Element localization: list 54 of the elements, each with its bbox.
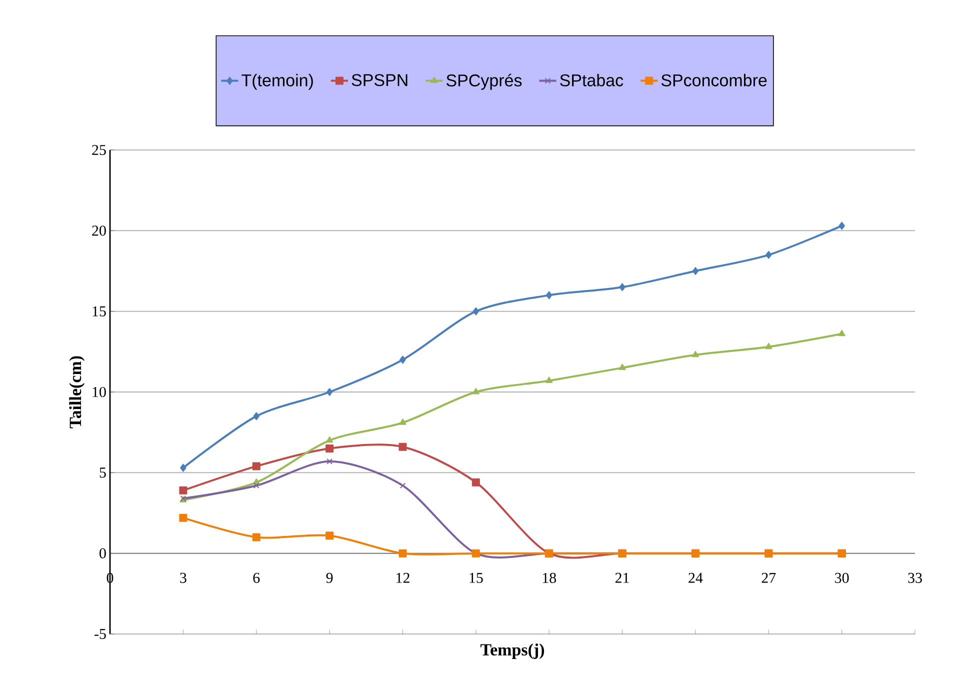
point: [619, 283, 626, 292]
point: [400, 356, 406, 364]
point: [692, 267, 699, 275]
x-tick-label: 24: [688, 572, 703, 583]
point: [546, 376, 553, 383]
x-tick-label: 21: [615, 572, 629, 583]
point: [180, 464, 186, 472]
legend-label: T(temoin): [242, 74, 313, 90]
y-tick-label: 5: [100, 468, 106, 478]
point: [326, 436, 334, 443]
x-axis-title: Temps(j): [480, 644, 544, 659]
x-tick-label: 15: [470, 572, 483, 583]
x-tick-label: 18: [542, 572, 556, 583]
y-tick-label: 10: [92, 386, 106, 398]
point: [618, 364, 626, 370]
point: [326, 388, 333, 396]
y-tick-label: -5: [94, 629, 106, 639]
x-tick-label: 27: [762, 572, 776, 583]
legend-label: SPtabac: [560, 74, 624, 86]
x-tick-label: 30: [835, 572, 849, 583]
point: [546, 291, 552, 300]
x-tick-label: 9: [326, 572, 333, 583]
point: [398, 442, 407, 451]
y-tick-label: 20: [92, 226, 106, 236]
point: [252, 462, 260, 470]
y-axis-title: Taille(cm): [69, 356, 85, 428]
point: [326, 532, 334, 540]
point: [472, 388, 480, 394]
point: [179, 486, 188, 494]
point: [179, 514, 188, 522]
legend-label: SPCyprés: [446, 74, 522, 90]
x-tick-label: 12: [396, 572, 410, 583]
point: [472, 307, 480, 316]
legend-label: SPSPN: [352, 74, 408, 86]
point: [838, 222, 845, 230]
point: [253, 482, 260, 489]
point: [399, 418, 406, 425]
point: [838, 330, 846, 336]
point: [765, 342, 772, 350]
x-tick-label: 33: [908, 572, 922, 583]
point: [398, 549, 407, 558]
x-tick-label: 3: [180, 572, 186, 583]
point: [253, 412, 260, 420]
point: [252, 533, 260, 542]
point: [326, 458, 333, 464]
point: [692, 350, 699, 358]
y-tick-label: 0: [100, 548, 106, 558]
x-tick-label: 6: [253, 572, 260, 583]
legend-label: SPconcombre: [661, 74, 767, 86]
point: [766, 250, 772, 259]
point: [472, 478, 480, 486]
point: [326, 444, 334, 452]
y-tick-label: 25: [92, 144, 106, 156]
y-tick-label: 15: [92, 306, 106, 316]
